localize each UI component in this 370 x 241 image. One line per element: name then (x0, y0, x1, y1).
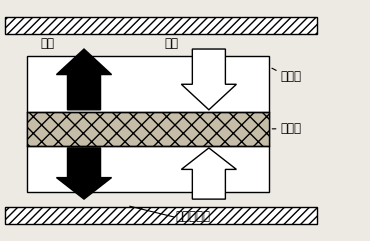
Polygon shape (57, 49, 112, 110)
Bar (27, 112, 269, 146)
Polygon shape (181, 148, 236, 199)
Bar (27, 56, 269, 192)
Text: 干燥层: 干燥层 (280, 70, 302, 83)
Text: 辐射加热板: 辐射加热板 (176, 210, 211, 223)
Bar (5, 208, 317, 224)
Bar (5, 17, 317, 33)
Text: 传质: 传质 (40, 37, 54, 50)
Text: 传热: 传热 (165, 37, 179, 50)
Text: 冻结层: 冻结层 (280, 122, 302, 135)
Polygon shape (57, 148, 112, 199)
Polygon shape (181, 49, 236, 110)
